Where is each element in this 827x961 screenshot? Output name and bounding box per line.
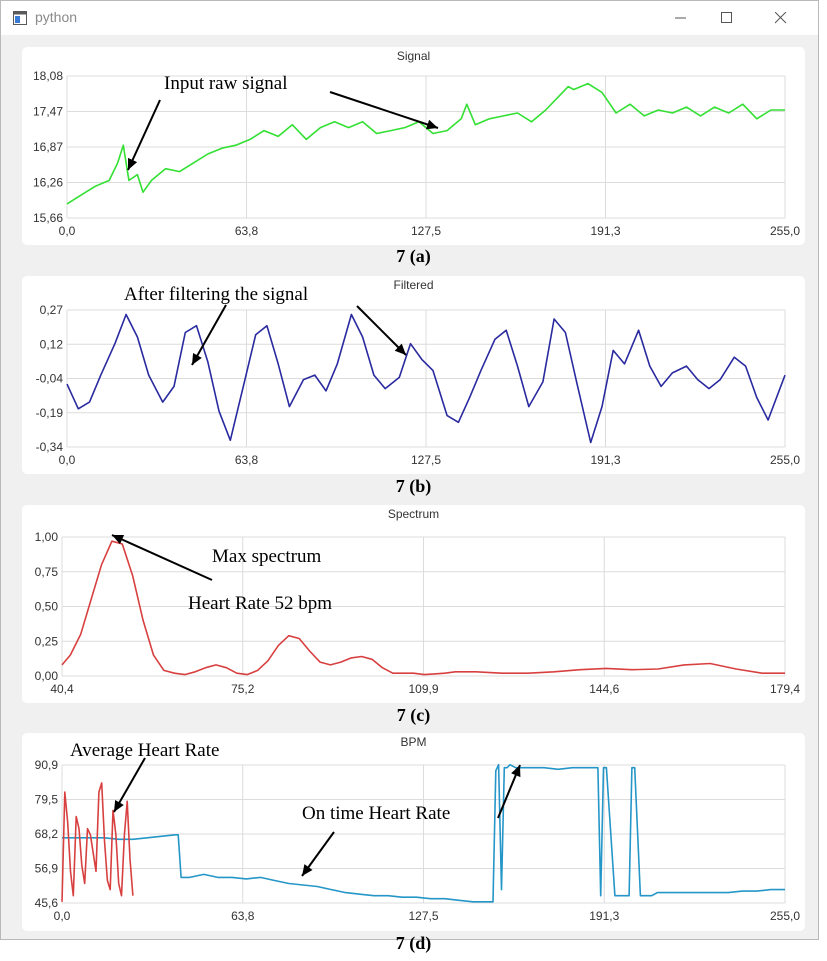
series-line-2	[61, 782, 134, 902]
arrow-filtered-left-head	[192, 352, 202, 365]
annotation-heart-rate: Heart Rate 52 bpm	[188, 593, 333, 614]
chart-title: Spectrum	[388, 507, 439, 521]
y-tick-label: -0,04	[36, 372, 64, 386]
y-tick-label: 1,00	[35, 530, 59, 544]
y-tick-label: 18,08	[33, 69, 63, 83]
y-tick-label: 90,9	[35, 758, 59, 772]
annotation-average-heart-rate: Average Heart Rate	[70, 740, 220, 761]
arrow-average-hr-head	[114, 799, 124, 812]
annotation-on-time-heart-rate: On time Heart Rate	[302, 803, 451, 824]
chart-panel-2	[22, 276, 805, 474]
x-tick-label: 255,0	[770, 909, 800, 923]
chart-title: Signal	[397, 49, 430, 63]
caption-a: 7 (a)	[396, 246, 431, 266]
y-tick-label: 0,00	[35, 669, 59, 683]
arrow-on-time-hr-peak-head	[511, 765, 521, 778]
chart-panel-4	[22, 733, 805, 931]
caption-c: 7 (c)	[396, 705, 431, 725]
close-icon	[775, 12, 787, 24]
x-tick-label: 191,3	[590, 453, 620, 467]
y-tick-label: 16,26	[33, 176, 63, 190]
arrow-raw-right	[329, 91, 439, 129]
arrow-filtered-left	[191, 304, 227, 366]
close-button[interactable]	[758, 1, 804, 35]
y-tick-label: 15,66	[33, 211, 63, 225]
x-tick-label: 63,8	[235, 453, 259, 467]
x-tick-label: 40,4	[50, 682, 74, 696]
arrow-raw-left	[127, 99, 161, 171]
minimize-button[interactable]	[658, 1, 704, 35]
x-tick-label: 127,5	[411, 453, 441, 467]
annotation-filtered-signal: After filtering the signal	[124, 284, 309, 305]
y-tick-label: 0,25	[35, 634, 59, 648]
x-tick-label: 179,4	[770, 682, 800, 696]
maximize-button[interactable]	[704, 1, 750, 35]
arrow-raw-left-head	[128, 157, 138, 170]
title-bar[interactable]: python	[1, 1, 818, 35]
y-tick-label: -0,19	[36, 406, 64, 420]
series-line-1	[66, 313, 786, 444]
x-tick-label: 63,8	[231, 909, 255, 923]
x-tick-label: 191,3	[589, 909, 619, 923]
arrow-max-spectrum-head	[112, 534, 125, 545]
series-line-1	[62, 763, 785, 903]
x-tick-label: 109,9	[408, 682, 438, 696]
minimize-icon	[675, 17, 686, 19]
y-tick-label: 56,9	[35, 862, 59, 876]
x-tick-label: 144,6	[589, 682, 619, 696]
y-tick-label: 45,6	[35, 896, 59, 910]
y-tick-label: 79,5	[35, 793, 59, 807]
chart-title: BPM	[400, 735, 426, 749]
caption-d: 7 (d)	[395, 933, 432, 953]
arrow-max-spectrum	[111, 534, 213, 581]
chart-panel-1	[22, 47, 805, 245]
y-tick-label: 0,75	[35, 565, 59, 579]
y-tick-label: 17,47	[33, 105, 63, 119]
series-line-1	[61, 540, 785, 676]
x-tick-label: 63,8	[235, 224, 259, 238]
x-tick-label: 255,0	[770, 224, 800, 238]
x-tick-label: 127,5	[408, 909, 438, 923]
y-tick-label: 0,27	[40, 303, 64, 317]
x-tick-label: 127,5	[411, 224, 441, 238]
maximize-icon	[721, 12, 732, 23]
y-tick-label: 0,50	[35, 600, 59, 614]
python-window-icon	[13, 11, 27, 25]
x-tick-label: 255,0	[770, 453, 800, 467]
arrow-filtered-right	[356, 305, 407, 356]
arrow-on-time-hr-head	[302, 864, 313, 876]
caption-b: 7 (b)	[395, 476, 432, 496]
arrow-filtered-right-head	[394, 343, 406, 355]
x-tick-label: 0,0	[59, 453, 76, 467]
x-tick-label: 0,0	[54, 909, 71, 923]
chart-title: Filtered	[393, 278, 433, 292]
y-tick-label: -0,34	[36, 440, 64, 454]
y-tick-label: 68,2	[35, 827, 59, 841]
window-title: python	[35, 9, 78, 25]
annotation-raw-signal: Input raw signal	[164, 73, 288, 94]
y-tick-label: 0,12	[40, 337, 64, 351]
x-tick-label: 191,3	[590, 224, 620, 238]
arrow-raw-right-head	[425, 119, 438, 130]
y-tick-label: 16,87	[33, 140, 63, 154]
chart-panel-3	[22, 505, 805, 703]
annotation-max-spectrum: Max spectrum	[212, 546, 322, 567]
x-tick-label: 75,2	[231, 682, 255, 696]
x-tick-label: 0,0	[59, 224, 76, 238]
